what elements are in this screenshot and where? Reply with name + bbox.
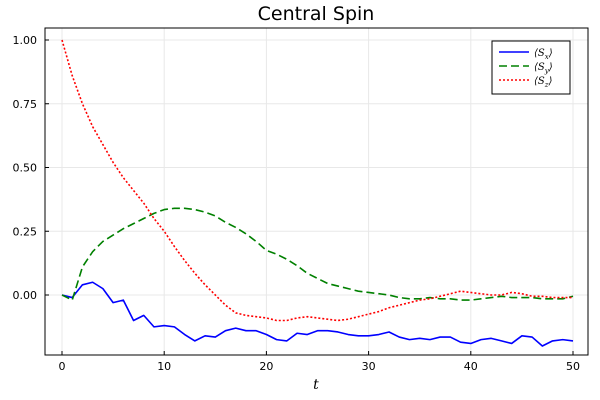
legend-box xyxy=(491,40,571,95)
plot-frame xyxy=(44,27,589,356)
x-tick-label: 30 xyxy=(362,360,376,373)
series-line-x xyxy=(61,281,574,347)
chart-title: Central Spin xyxy=(258,3,375,25)
y-tick-label: 0.75 xyxy=(13,98,38,111)
grid-lines xyxy=(45,28,588,355)
legend-entry-x: ⟨Sx⟩ xyxy=(534,48,553,61)
y-axis-ticks: 0.00 0.25 0.50 0.75 1.00 xyxy=(13,34,49,302)
x-tick-label: 50 xyxy=(566,360,580,373)
y-tick-label: 0.00 xyxy=(13,289,38,302)
series-line-z xyxy=(61,39,573,322)
y-tick-label: 1.00 xyxy=(13,34,38,47)
x-axis-ticks: 0 10 20 30 40 50 xyxy=(59,351,580,373)
x-tick-label: 20 xyxy=(259,360,273,373)
legend-entry-y: ⟨Sy⟩ xyxy=(534,62,553,75)
x-axis-label: t xyxy=(313,377,319,393)
y-tick-label: 0.25 xyxy=(13,225,38,238)
x-tick-label: 10 xyxy=(157,360,171,373)
series-lines xyxy=(61,39,574,347)
x-tick-label: 0 xyxy=(59,360,66,373)
y-tick-label: 0.50 xyxy=(13,162,38,175)
legend: ⟨Sx⟩⟨Sy⟩⟨Sz⟩ xyxy=(491,40,571,95)
series-line-y xyxy=(61,207,574,301)
x-tick-label: 40 xyxy=(464,360,478,373)
legend-entry-z: ⟨Sz⟩ xyxy=(534,76,552,89)
